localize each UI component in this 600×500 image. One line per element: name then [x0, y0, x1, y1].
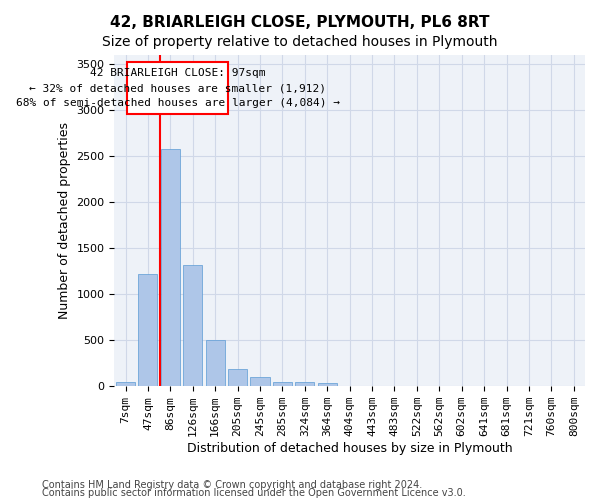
Bar	[250, 377, 269, 386]
Bar	[206, 340, 225, 386]
Text: 42 BRIARLEIGH CLOSE: 97sqm
← 32% of detached houses are smaller (1,912)
68% of s: 42 BRIARLEIGH CLOSE: 97sqm ← 32% of deta…	[16, 68, 340, 108]
Bar	[139, 274, 157, 386]
Bar	[161, 149, 180, 386]
Text: Contains public sector information licensed under the Open Government Licence v3: Contains public sector information licen…	[42, 488, 466, 498]
X-axis label: Distribution of detached houses by size in Plymouth: Distribution of detached houses by size …	[187, 442, 512, 455]
Bar	[228, 368, 247, 386]
Text: Size of property relative to detached houses in Plymouth: Size of property relative to detached ho…	[102, 35, 498, 49]
Y-axis label: Number of detached properties: Number of detached properties	[58, 122, 71, 319]
Bar	[295, 382, 314, 386]
Bar	[318, 384, 337, 386]
Bar	[183, 265, 202, 386]
Bar	[273, 382, 292, 386]
FancyBboxPatch shape	[127, 62, 228, 114]
Text: Contains HM Land Registry data © Crown copyright and database right 2024.: Contains HM Land Registry data © Crown c…	[42, 480, 422, 490]
Bar	[116, 382, 135, 386]
Text: 42, BRIARLEIGH CLOSE, PLYMOUTH, PL6 8RT: 42, BRIARLEIGH CLOSE, PLYMOUTH, PL6 8RT	[110, 15, 490, 30]
